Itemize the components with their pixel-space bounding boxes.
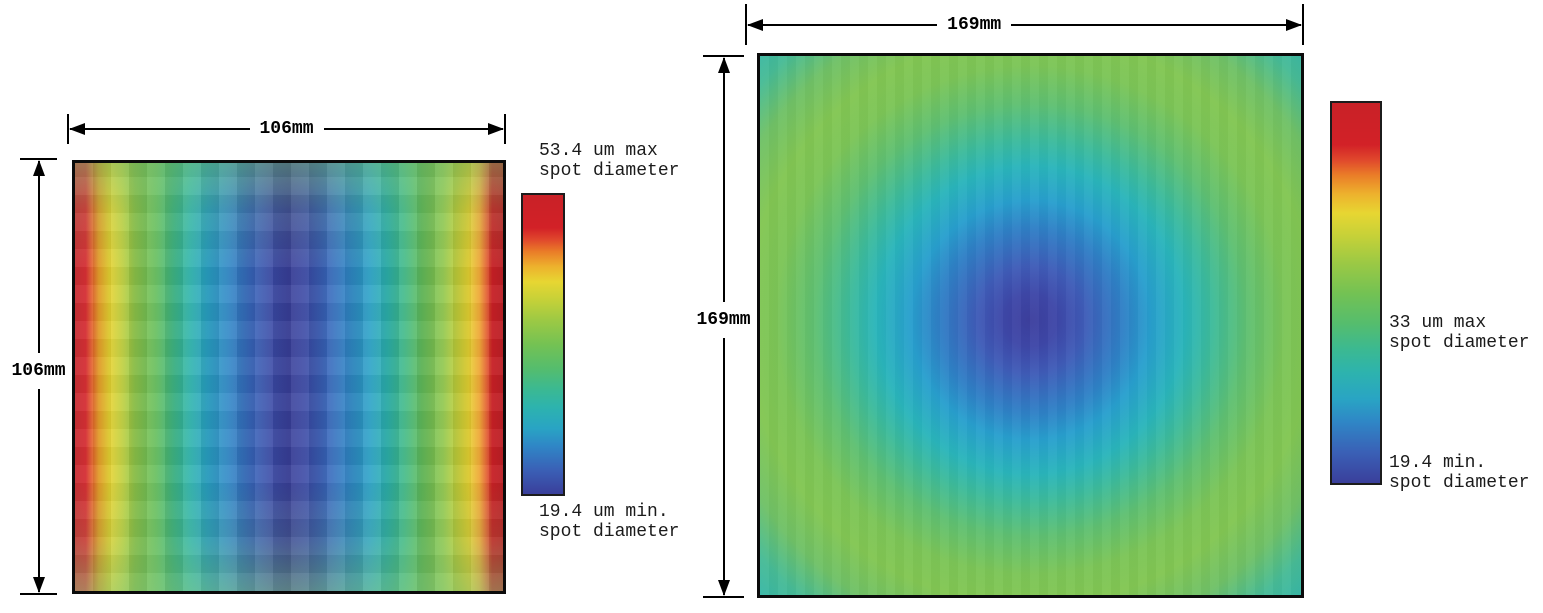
colorbar-right-min-label: 19.4 min. spot diameter — [1389, 453, 1529, 493]
dimension-tick — [20, 593, 57, 595]
arrowhead-left-icon — [69, 123, 85, 135]
arrowhead-right-icon — [1286, 18, 1302, 31]
heatmap-left — [72, 160, 506, 594]
colorbar-left-max-label: 53.4 um max spot diameter — [539, 141, 679, 181]
dimension-tick — [703, 596, 744, 598]
arrowhead-up-icon — [717, 57, 730, 73]
min-label-line1: 19.4 um min. — [539, 502, 669, 522]
min-label-line2: spot diameter — [539, 522, 680, 542]
colorbar-right-max-label: 33 um max spot diameter — [1389, 313, 1529, 353]
left-width-label: 106mm — [249, 118, 324, 140]
max-label-line2: spot diameter — [539, 161, 680, 181]
dimension-line — [748, 23, 1301, 26]
left-width-dimension: 106mm — [67, 114, 506, 144]
right-width-dimension: 169mm — [745, 4, 1304, 45]
min-label-line1: 19.4 min. — [1389, 453, 1487, 473]
dimension-tick — [1302, 4, 1304, 45]
dimension-tick — [67, 114, 69, 144]
arrowhead-down-icon — [32, 577, 45, 593]
right-height-label: 169mm — [693, 302, 754, 338]
max-label-line1: 33 um max — [1389, 313, 1487, 333]
arrowhead-right-icon — [488, 123, 504, 135]
min-label-line2: spot diameter — [1389, 473, 1530, 493]
right-width-label: 169mm — [937, 13, 1012, 36]
dimension-tick — [703, 55, 744, 57]
dimension-tick — [504, 114, 506, 144]
max-label-line1: 53.4 um max — [539, 141, 658, 161]
left-height-label: 106mm — [8, 353, 69, 389]
dimension-tick — [20, 158, 57, 160]
arrowhead-left-icon — [747, 18, 763, 31]
arrowhead-down-icon — [717, 580, 730, 596]
max-label-line2: spot diameter — [1389, 333, 1530, 353]
dimension-tick — [745, 4, 747, 45]
heatmap-right — [757, 53, 1304, 598]
arrowhead-up-icon — [32, 160, 45, 176]
colorbar-right — [1330, 101, 1382, 485]
right-height-dimension: 169mm — [693, 55, 754, 598]
colorbar-left — [521, 193, 565, 496]
colorbar-left-min-label: 19.4 um min. spot diameter — [539, 502, 679, 542]
left-height-dimension: 106mm — [8, 158, 69, 595]
